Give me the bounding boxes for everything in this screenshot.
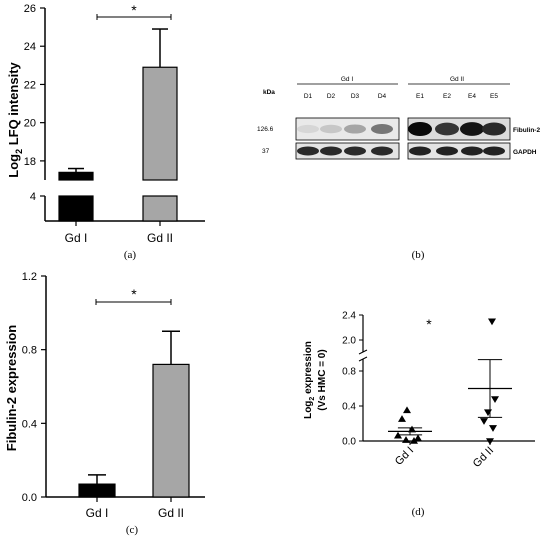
panel-d-axis-break-mark [358,349,368,355]
panel-a-ylabel: Log2 LFQ intensity [6,61,24,177]
panel-c-x-tick-label: Gd II [158,506,184,520]
panel-d-gd1-point [398,415,406,422]
blot-fibulin-band [482,122,506,136]
blot-group-label: Gd I [341,76,353,83]
blot-lane-label: D4 [378,93,387,100]
panel-d-y-tick-label: 0.0 [342,437,356,448]
panel-a: Log2 LFQ intensity 18 20 22 24 26 4 Gd I Gd II *… [6,2,205,261]
panel-c-caption: (c) [126,524,139,536]
panel-d-gd1-point [402,436,410,443]
blot-lane-label: D3 [351,93,360,100]
blot-fibulin-band [371,124,393,134]
panel-d-ylabel-line2: (Vs HMC = 0) [317,349,328,410]
panel-d: Log2 expression (Vs HMC = 0) 0.0 0.4 0.8 2.… [303,311,535,518]
panel-d-gd1-point [410,437,418,444]
panel-a-x-tick-label: Gd I [65,231,88,245]
panel-a-x-tick-label: Gd II [147,231,173,245]
blot-gapdh-band [461,146,483,156]
blot-band-label: GAPDH [513,149,537,156]
blot-gapdh-band [483,146,505,156]
panel-d-gd2-point [491,396,499,403]
panel-a-y-tick-label: 20 [24,118,36,130]
blot-fibulin-band [297,124,319,134]
panel-d-gd2-point [489,425,497,432]
blot-lane-label: E2 [443,93,451,100]
blot-fibulin-band [320,124,342,134]
panel-d-gd2-point [484,409,492,417]
panel-c-x-tick-label: Gd I [86,506,109,520]
significance-star: * [426,316,432,332]
blot-fibulin-band [435,122,459,136]
panel-a-bar-upper [142,66,178,181]
blot-lane-label: E5 [490,93,498,100]
panel-d-y-tick-label: 2.4 [342,311,356,322]
blot-band-label: Fibulin-2 [513,127,540,134]
blot-lane-label: E1 [416,93,424,100]
panel-a-y-tick-label: 22 [24,79,36,91]
panel-c-bar [152,363,190,498]
blot-fibulin-band [344,124,366,134]
blot-kda-label: kDa [263,89,275,96]
panel-c-y-tick-label: 0.4 [22,418,37,430]
panel-a-y-tick-label: 26 [24,3,36,15]
panel-a-y-tick-label: 18 [24,156,36,168]
panel-d-y-tick-label: 0.8 [342,367,356,378]
panel-d-ylabel: Log2 expression [303,341,316,419]
blot-lane-label: D2 [327,93,336,100]
blot-gapdh-band [409,146,431,156]
blot-marker-label: 126.6 [257,126,274,133]
panel-b-caption: (b) [412,249,425,261]
panel-a-y-tick-label: 24 [24,41,36,53]
panel-c: Fibulin-2 expression 0.0 0.4 0.8 1.2 Gd I Gd … [4,271,205,536]
blot-gapdh-band [371,146,393,156]
blot-lane-label: D1 [304,93,313,100]
panel-d-caption: (d) [412,506,425,518]
blot-marker-label: 37 [262,148,270,155]
panel-d-x-tick-label: Gd II [471,445,496,470]
panel-d-gd1-point [403,406,411,414]
panel-c-y-tick-label: 1.2 [22,271,37,283]
panel-d-gd2-point [480,418,488,425]
significance-star: * [131,2,137,18]
panel-c-bar [78,483,116,498]
blot-lane-label: E4 [468,93,476,100]
blot-gapdh-band [320,146,342,156]
panel-a-bar-lower [142,195,178,222]
panel-d-y-tick-label: 2.0 [342,336,356,347]
panel-c-y-tick-label: 0.8 [22,345,37,357]
blot-gapdh-band [344,146,366,156]
panel-d-axis-break-mark [358,356,368,362]
blot-group-label: Gd II [450,76,464,83]
panel-d-gd1-point [414,434,422,442]
panel-d-x-tick-label: Gd I [393,445,416,468]
panel-b: kDa 126.6 37 Gd I Gd II D1 D2 D3 D4 E1 E2 E4 E5 Fibul… [257,76,540,261]
panel-a-bar-lower [58,195,94,222]
significance-star: * [131,286,137,302]
panel-c-y-tick-label: 0.0 [22,492,37,504]
blot-gapdh-strip-right [407,142,511,160]
panel-d-y-tick-label: 0.4 [342,402,356,413]
panel-a-y-tick-label: 4 [30,191,36,203]
panel-a-caption: (a) [124,249,137,261]
panel-a-bar-upper [58,171,94,181]
blot-gapdh-band [297,146,319,156]
blot-gapdh-band [436,146,458,156]
blot-fibulin-band [408,122,432,136]
panel-c-ylabel: Fibulin-2 expression [4,325,19,451]
blot-fibulin-band [460,122,484,136]
panel-d-gd2-point [488,318,496,326]
